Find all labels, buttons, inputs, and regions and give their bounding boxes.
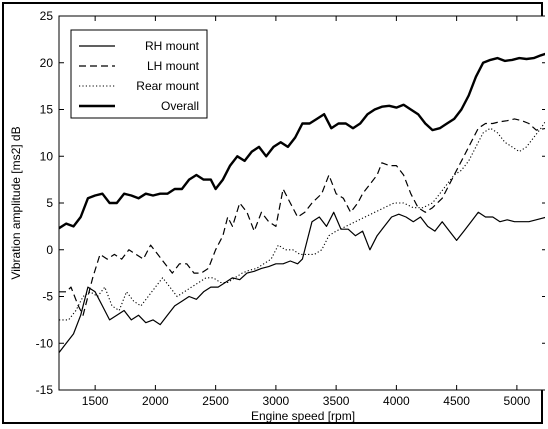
legend-box [70,29,208,119]
x-tick-label: 5000 [504,394,531,408]
y-axis-label: Vibration amplitude [ms2] dB [9,126,23,279]
series-line-lh-mount [59,118,545,316]
series-line-rear-mount [59,120,545,321]
y-tick-label: 10 [40,149,54,163]
y-tick-label: 20 [40,56,54,70]
chart: 1500 2000 2500 3000 3500 4000 4500 5000 -15 -10 -5… [9,9,545,423]
y-tick-label: -10 [36,336,54,350]
legend-label: Overall [161,99,199,113]
x-tick-label: 1500 [82,394,109,408]
x-axis-label: Engine speed [rpm] [251,409,355,423]
series-line-rh-mount [59,211,545,353]
legend-label: LH mount [147,59,200,73]
y-tick-label: -15 [36,383,54,397]
y-tick-label: 25 [40,9,54,23]
x-tick-label: 3500 [323,394,350,408]
x-tick-label: 2500 [202,394,229,408]
x-tick-label: 4500 [443,394,470,408]
legend-label: Rear mount [136,79,199,93]
y-tick-label: -5 [42,290,53,304]
chart-frame: 1500 2000 2500 3000 3500 4000 4500 5000 -15 -10 -5… [2,2,545,424]
series-line-overall [59,52,545,230]
x-tick-label: 2000 [142,394,169,408]
legend-label: RH mount [145,39,200,53]
y-tick-label: 15 [40,103,54,117]
legend: RH mount LH mount Rear mount Overall [70,29,208,119]
y-tick-label: 0 [46,243,53,257]
axes-box [58,15,545,391]
x-tick-label: 4000 [383,394,410,408]
x-tick-label: 3000 [263,394,290,408]
y-tick-label: 5 [46,196,53,210]
